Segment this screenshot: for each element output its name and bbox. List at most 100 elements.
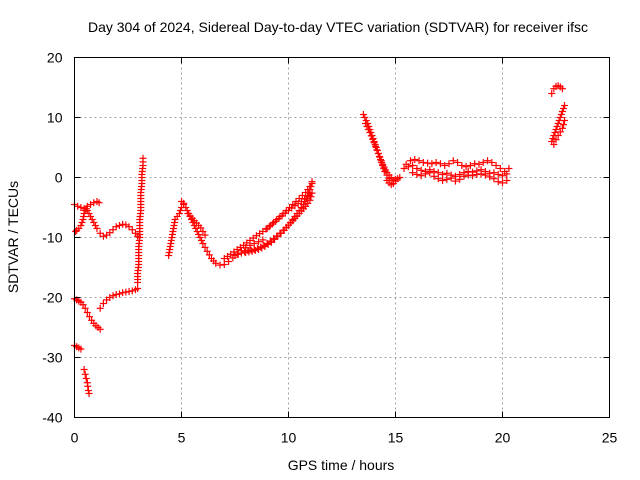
data-point-marker xyxy=(93,225,101,232)
data-point-marker xyxy=(556,128,564,136)
data-point-marker xyxy=(428,160,436,168)
data-point-marker xyxy=(95,199,103,207)
data-point-marker xyxy=(505,165,513,172)
data-segment xyxy=(402,156,513,175)
data-point-marker xyxy=(369,135,377,143)
data-point-marker xyxy=(197,224,205,232)
data-point-marker xyxy=(85,210,93,217)
data-point-marker xyxy=(298,192,306,199)
data-segment xyxy=(184,210,209,239)
x-tick-label: 10 xyxy=(281,430,297,446)
data-segment xyxy=(409,169,511,187)
data-point-marker xyxy=(96,229,104,237)
data-point-marker xyxy=(82,375,90,382)
data-point-marker xyxy=(552,136,560,144)
data-point-marker xyxy=(79,301,87,309)
data-point-marker xyxy=(367,132,375,140)
x-tick-label: 15 xyxy=(388,430,404,446)
data-point-marker xyxy=(441,162,449,169)
data-segment xyxy=(362,120,404,183)
data-point-marker xyxy=(128,226,136,234)
data-point-marker xyxy=(413,171,421,178)
data-point-marker xyxy=(85,313,93,321)
data-point-marker xyxy=(445,160,453,168)
data-point-marker xyxy=(376,153,384,161)
data-point-marker xyxy=(308,189,316,197)
data-point-marker xyxy=(559,105,567,112)
data-point-marker xyxy=(458,162,466,169)
data-point-marker xyxy=(552,126,560,133)
data-point-marker xyxy=(263,225,271,232)
data-point-marker xyxy=(499,172,506,180)
data-point-marker xyxy=(432,159,440,166)
data-point-marker xyxy=(225,258,233,265)
data-point-marker xyxy=(134,285,142,292)
data-point-marker xyxy=(421,170,429,178)
data-point-marker xyxy=(362,117,370,124)
data-point-marker xyxy=(484,157,492,165)
data-segment xyxy=(548,102,569,145)
data-segment xyxy=(165,199,188,259)
data-point-marker xyxy=(197,237,205,244)
x-tick-label: 20 xyxy=(495,430,511,446)
data-point-marker xyxy=(549,135,557,142)
data-point-marker xyxy=(115,222,123,229)
data-point-marker xyxy=(400,165,408,172)
data-point-marker xyxy=(449,157,457,165)
data-point-marker xyxy=(364,126,372,133)
data-point-marker xyxy=(553,123,561,130)
data-point-marker xyxy=(112,223,120,231)
data-segment xyxy=(96,285,142,312)
data-point-marker xyxy=(306,196,314,204)
data-segment xyxy=(72,205,90,235)
data-point-marker xyxy=(362,120,370,127)
x-tick-label: 0 xyxy=(71,430,79,446)
data-point-marker xyxy=(473,171,481,178)
data-point-marker xyxy=(481,171,489,179)
y-axis-label: SDTVAR / TECUs xyxy=(5,181,21,293)
data-point-marker xyxy=(266,222,274,229)
y-tick-label: 0 xyxy=(55,170,63,186)
data-point-marker xyxy=(374,150,382,157)
data-point-marker xyxy=(282,207,290,214)
data-point-marker xyxy=(87,213,95,220)
plot-frame xyxy=(74,57,610,418)
data-point-marker xyxy=(434,175,442,183)
data-point-marker xyxy=(255,246,263,253)
data-point-marker xyxy=(251,246,259,254)
data-point-marker xyxy=(139,154,147,162)
data-point-marker xyxy=(122,221,130,229)
data-point-marker xyxy=(413,165,421,172)
data-point-marker xyxy=(454,159,462,166)
data-point-marker xyxy=(479,159,487,166)
data-point-marker xyxy=(237,249,245,257)
data-point-marker xyxy=(409,169,417,177)
data-point-marker xyxy=(99,232,107,240)
data-point-marker xyxy=(258,244,266,252)
data-point-marker xyxy=(96,304,104,312)
data-point-marker xyxy=(74,202,82,210)
data-point-marker xyxy=(83,207,91,214)
data-point-marker xyxy=(77,222,85,229)
chart-title: Day 304 of 2024, Sidereal Day-to-day VTE… xyxy=(88,19,588,35)
data-point-marker xyxy=(231,252,239,259)
data-point-marker xyxy=(201,243,209,251)
data-point-marker xyxy=(267,238,275,246)
data-point-marker xyxy=(292,198,300,205)
data-point-marker xyxy=(273,216,281,223)
data-point-marker xyxy=(486,173,494,181)
data-point-marker xyxy=(84,382,92,390)
data-point-marker xyxy=(77,345,85,353)
data-point-marker xyxy=(212,259,220,267)
data-point-marker xyxy=(387,174,395,181)
data-point-marker xyxy=(248,247,256,255)
data-point-marker xyxy=(443,175,451,183)
data-point-marker xyxy=(242,249,250,256)
data-point-marker xyxy=(561,102,569,109)
data-segment xyxy=(550,117,569,148)
data-point-marker xyxy=(409,162,417,169)
data-point-marker xyxy=(460,172,468,180)
data-point-marker xyxy=(220,261,228,268)
data-segment xyxy=(71,295,104,333)
data-point-marker xyxy=(270,219,278,226)
